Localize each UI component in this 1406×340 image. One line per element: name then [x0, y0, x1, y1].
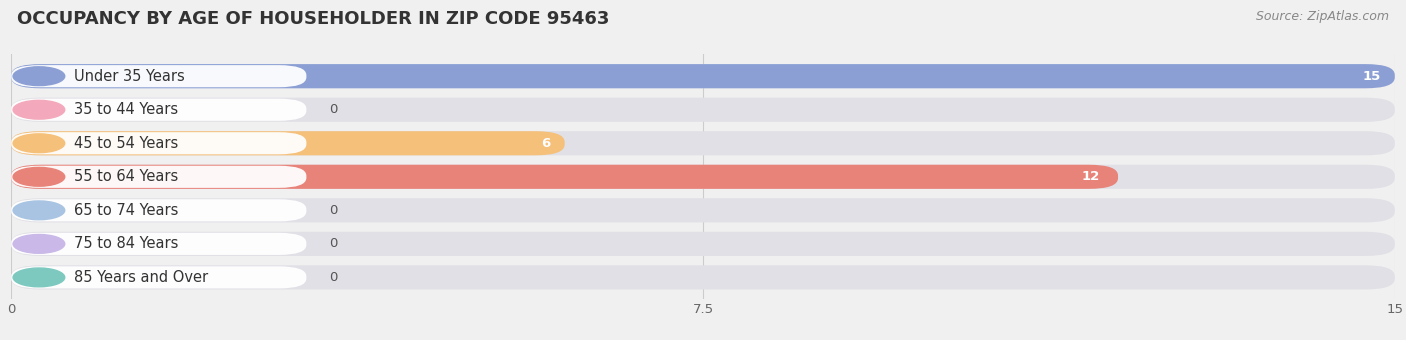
FancyBboxPatch shape [11, 64, 1395, 88]
FancyBboxPatch shape [11, 165, 1395, 189]
Text: 12: 12 [1081, 170, 1099, 183]
Text: 55 to 64 Years: 55 to 64 Years [75, 169, 179, 184]
Text: 65 to 74 Years: 65 to 74 Years [75, 203, 179, 218]
FancyBboxPatch shape [11, 131, 565, 155]
Circle shape [13, 201, 65, 220]
FancyBboxPatch shape [11, 165, 1118, 189]
FancyBboxPatch shape [11, 98, 1395, 122]
Text: 6: 6 [541, 137, 551, 150]
Text: 0: 0 [329, 204, 337, 217]
FancyBboxPatch shape [11, 166, 307, 188]
Text: Under 35 Years: Under 35 Years [75, 69, 184, 84]
Circle shape [13, 235, 65, 253]
FancyBboxPatch shape [11, 232, 1395, 256]
FancyBboxPatch shape [11, 131, 1395, 155]
Circle shape [13, 167, 65, 186]
FancyBboxPatch shape [11, 199, 307, 221]
Text: OCCUPANCY BY AGE OF HOUSEHOLDER IN ZIP CODE 95463: OCCUPANCY BY AGE OF HOUSEHOLDER IN ZIP C… [17, 10, 609, 28]
Circle shape [13, 134, 65, 153]
Circle shape [13, 100, 65, 119]
Text: 75 to 84 Years: 75 to 84 Years [75, 236, 179, 251]
Text: 85 Years and Over: 85 Years and Over [75, 270, 208, 285]
FancyBboxPatch shape [11, 99, 307, 121]
Text: 0: 0 [329, 237, 337, 250]
FancyBboxPatch shape [11, 266, 307, 288]
Text: 45 to 54 Years: 45 to 54 Years [75, 136, 179, 151]
FancyBboxPatch shape [11, 233, 307, 255]
FancyBboxPatch shape [11, 198, 1395, 222]
FancyBboxPatch shape [11, 64, 1395, 88]
Text: 15: 15 [1362, 70, 1381, 83]
Text: Source: ZipAtlas.com: Source: ZipAtlas.com [1256, 10, 1389, 23]
FancyBboxPatch shape [11, 265, 1395, 289]
FancyBboxPatch shape [11, 65, 307, 87]
Text: 0: 0 [329, 271, 337, 284]
FancyBboxPatch shape [11, 132, 307, 154]
Circle shape [13, 268, 65, 287]
Text: 35 to 44 Years: 35 to 44 Years [75, 102, 179, 117]
Text: 0: 0 [329, 103, 337, 116]
Circle shape [13, 67, 65, 86]
